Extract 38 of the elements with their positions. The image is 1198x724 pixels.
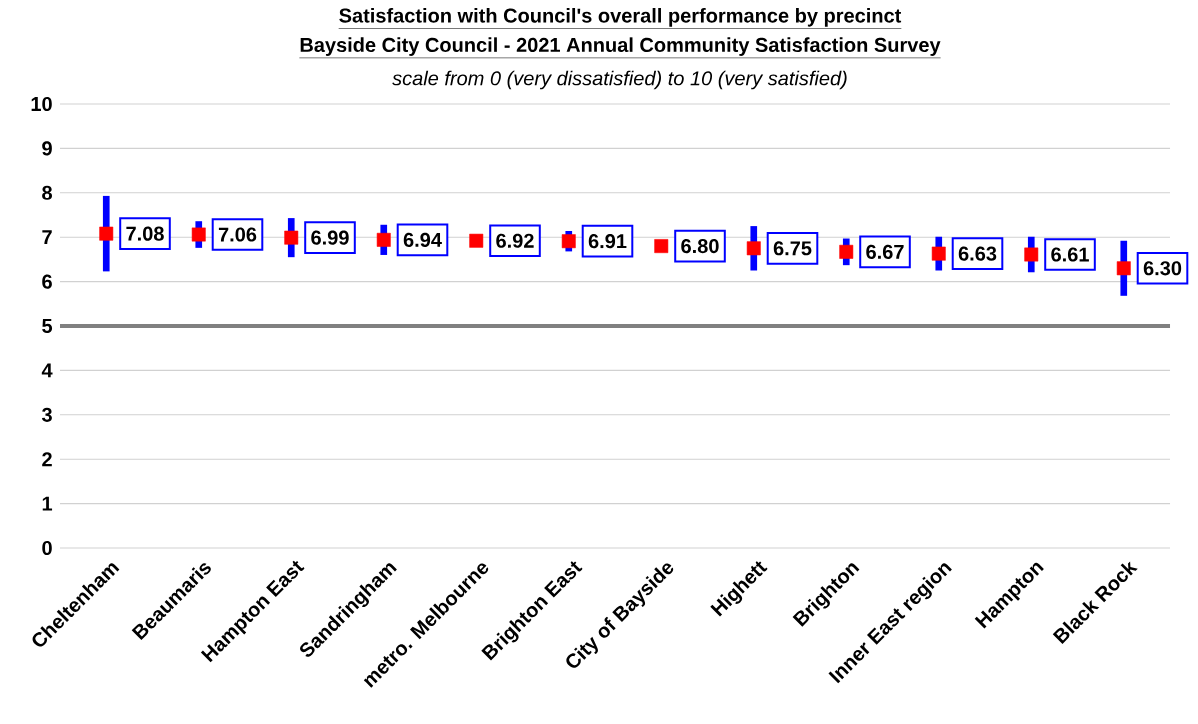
- data-label: 6.75: [773, 241, 812, 256]
- y-tick-label: 0: [42, 540, 52, 556]
- point: [191, 227, 206, 242]
- point: [376, 232, 391, 247]
- point: [561, 234, 576, 249]
- y-tick-label: 5: [42, 319, 53, 333]
- point: [99, 226, 114, 241]
- data-label: 6.63: [958, 246, 997, 261]
- y-tick-label: 8: [42, 185, 52, 200]
- y-tick-label: 1: [42, 496, 53, 511]
- text: scale from 0 (very dissatisfied) to 10 (very satisfied): [392, 70, 847, 90]
- data-label: 6.80: [681, 238, 719, 254]
- point: [1116, 261, 1131, 276]
- data-label: 6.91: [588, 234, 627, 249]
- point: [469, 233, 484, 248]
- point: [1024, 247, 1039, 262]
- y-tick-label: 2: [42, 452, 52, 467]
- data-label: 6.67: [866, 244, 904, 259]
- point: [284, 230, 299, 245]
- chart-title: Satisfaction with Council's overall performance by precinct: [339, 8, 902, 27]
- y-tick-label: 4: [41, 363, 53, 378]
- data-label: 6.30: [1143, 261, 1182, 276]
- point: [654, 239, 669, 254]
- y-tick-label: 10: [31, 96, 52, 112]
- point: [931, 246, 946, 261]
- point: [839, 244, 854, 259]
- data-label: 6.92: [496, 233, 534, 248]
- data-label: 7.06: [218, 227, 257, 242]
- chart-subtitle: Bayside City Council - 2021 Annual Community Satisfaction Survey: [300, 37, 941, 56]
- data-label: 6.61: [1051, 247, 1089, 262]
- y-tick-label: 3: [41, 407, 52, 422]
- y-tick-label: 6: [42, 274, 52, 289]
- data-label: 7.08: [126, 226, 164, 241]
- point: [746, 241, 761, 256]
- y-tick-label: 9: [42, 141, 52, 156]
- y-tick-label: 7: [42, 230, 52, 245]
- data-label: 6.94: [403, 232, 442, 247]
- data-label: 6.99: [311, 230, 349, 245]
